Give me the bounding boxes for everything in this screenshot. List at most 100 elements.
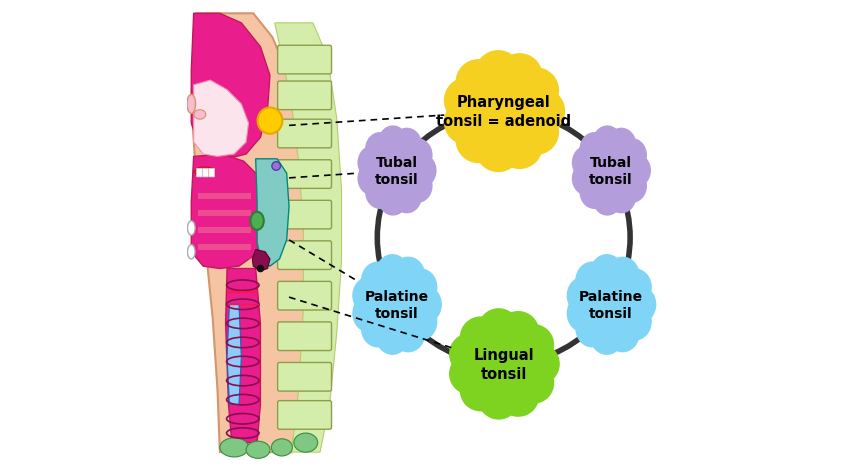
Ellipse shape (376, 317, 410, 355)
Ellipse shape (187, 95, 196, 114)
Ellipse shape (497, 375, 539, 417)
Ellipse shape (456, 118, 502, 164)
Ellipse shape (572, 162, 602, 196)
Polygon shape (256, 159, 289, 267)
FancyBboxPatch shape (278, 282, 332, 310)
FancyBboxPatch shape (278, 120, 332, 149)
FancyBboxPatch shape (278, 46, 332, 75)
Ellipse shape (449, 57, 558, 167)
Ellipse shape (258, 108, 282, 135)
Polygon shape (275, 24, 342, 452)
Ellipse shape (519, 89, 565, 135)
Text: Pharyngeal
tonsil = adenoid: Pharyngeal tonsil = adenoid (436, 95, 571, 129)
Ellipse shape (195, 168, 215, 177)
Ellipse shape (366, 133, 395, 167)
Ellipse shape (376, 255, 410, 293)
Ellipse shape (392, 129, 422, 162)
Ellipse shape (592, 126, 622, 160)
Ellipse shape (366, 176, 395, 209)
Ellipse shape (518, 343, 560, 385)
Ellipse shape (606, 180, 637, 214)
Ellipse shape (272, 162, 280, 171)
Ellipse shape (456, 60, 502, 106)
Ellipse shape (575, 262, 609, 300)
Ellipse shape (378, 182, 408, 216)
Circle shape (257, 265, 264, 273)
Polygon shape (227, 305, 241, 405)
Ellipse shape (251, 212, 264, 230)
Ellipse shape (567, 295, 601, 333)
Ellipse shape (194, 110, 206, 120)
Ellipse shape (271, 439, 292, 456)
Polygon shape (198, 245, 251, 251)
Ellipse shape (567, 277, 601, 315)
Ellipse shape (361, 310, 395, 348)
Ellipse shape (513, 362, 554, 404)
Ellipse shape (358, 162, 388, 196)
Ellipse shape (352, 295, 386, 333)
Ellipse shape (454, 314, 554, 414)
Ellipse shape (570, 259, 651, 350)
FancyBboxPatch shape (202, 169, 208, 178)
Ellipse shape (460, 369, 501, 412)
Ellipse shape (356, 259, 437, 350)
FancyBboxPatch shape (278, 82, 332, 110)
Ellipse shape (513, 68, 559, 114)
Ellipse shape (444, 99, 490, 146)
Ellipse shape (617, 139, 647, 173)
Ellipse shape (391, 315, 425, 353)
Polygon shape (191, 155, 265, 269)
Ellipse shape (497, 311, 539, 353)
Polygon shape (198, 219, 251, 225)
Polygon shape (198, 253, 251, 259)
Ellipse shape (408, 286, 442, 324)
Ellipse shape (475, 51, 521, 97)
Ellipse shape (617, 169, 647, 203)
Ellipse shape (606, 315, 640, 353)
Ellipse shape (478, 308, 519, 350)
Ellipse shape (572, 146, 602, 180)
Polygon shape (225, 269, 260, 443)
Polygon shape (252, 250, 270, 271)
Ellipse shape (404, 269, 438, 307)
Ellipse shape (496, 54, 542, 100)
Ellipse shape (622, 286, 656, 324)
Ellipse shape (618, 303, 652, 341)
Ellipse shape (620, 154, 651, 188)
Text: Lingual
tonsil: Lingual tonsil (473, 347, 534, 381)
Polygon shape (198, 228, 251, 234)
Ellipse shape (378, 126, 408, 160)
Polygon shape (191, 14, 270, 159)
FancyBboxPatch shape (278, 201, 332, 229)
Ellipse shape (496, 124, 542, 170)
Polygon shape (198, 210, 251, 217)
FancyBboxPatch shape (278, 160, 332, 189)
Ellipse shape (460, 317, 501, 359)
Ellipse shape (188, 221, 196, 236)
Text: Palatine
tonsil: Palatine tonsil (365, 289, 428, 320)
Ellipse shape (590, 317, 624, 355)
Ellipse shape (246, 441, 270, 458)
Polygon shape (198, 193, 251, 199)
Ellipse shape (475, 127, 521, 173)
Ellipse shape (403, 139, 433, 173)
Ellipse shape (606, 129, 637, 162)
Text: Palatine
tonsil: Palatine tonsil (579, 289, 643, 320)
FancyBboxPatch shape (278, 363, 332, 391)
Ellipse shape (360, 131, 433, 212)
Ellipse shape (404, 303, 438, 341)
Polygon shape (198, 202, 251, 208)
Ellipse shape (580, 133, 609, 167)
Ellipse shape (352, 277, 386, 315)
Ellipse shape (592, 182, 622, 216)
Ellipse shape (449, 333, 491, 375)
Ellipse shape (575, 310, 609, 348)
Ellipse shape (606, 257, 640, 295)
Ellipse shape (358, 146, 388, 180)
Ellipse shape (580, 176, 609, 209)
Ellipse shape (478, 378, 519, 420)
Text: Tubal
tonsil: Tubal tonsil (589, 156, 632, 187)
FancyBboxPatch shape (278, 322, 332, 351)
Ellipse shape (575, 131, 647, 212)
Ellipse shape (188, 245, 196, 259)
